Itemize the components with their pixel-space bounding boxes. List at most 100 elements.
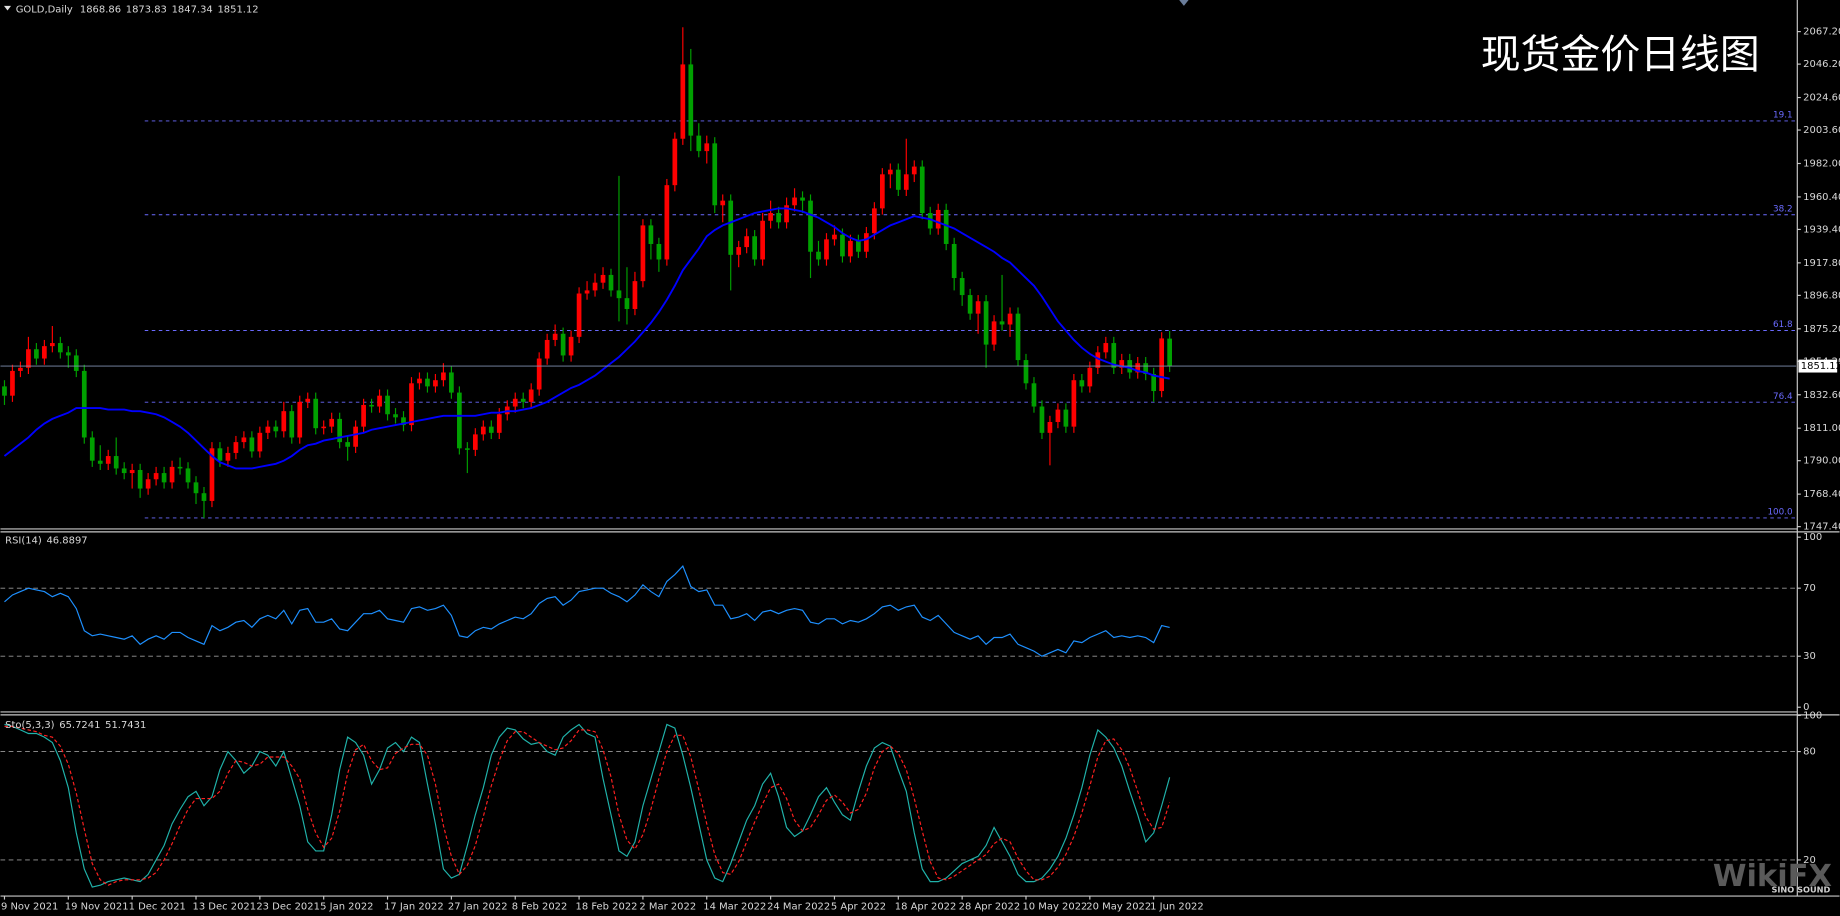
x-tick-label: 18 Apr 2022 (895, 902, 957, 913)
candle-body (169, 466, 175, 483)
candle-body (927, 213, 933, 229)
candle-body (512, 398, 518, 407)
candle-body (480, 426, 486, 435)
x-tick-label: 13 Dec 2021 (192, 902, 256, 913)
candle-body (975, 301, 981, 314)
candle-body (1071, 380, 1077, 427)
candle-body (1055, 409, 1061, 422)
candle-body (784, 205, 789, 223)
candle-body (792, 197, 797, 206)
candle-body (983, 301, 989, 345)
x-tick-label: 14 Mar 2022 (703, 902, 766, 913)
candle-body (736, 247, 742, 255)
candle-body (97, 460, 103, 464)
candle-body (991, 321, 997, 345)
y-tick-label: 1811.00 (1803, 423, 1840, 434)
candle-body (441, 372, 446, 381)
candle-body (297, 401, 303, 438)
candle-body (217, 448, 223, 461)
candle-body (1095, 352, 1101, 368)
candle-body (1111, 343, 1117, 368)
candle-body (121, 468, 127, 474)
low-value: 1847.34 (172, 4, 213, 15)
stoch-title: Sto(5,3,3) (5, 720, 55, 731)
candle-body (233, 442, 239, 453)
x-tick-label: 5 Apr 2022 (831, 902, 886, 913)
candle-body (552, 333, 558, 340)
candle-body (1023, 360, 1029, 384)
stoch-header: Sto(5,3,3) 65.7241 51.7431 (5, 720, 146, 731)
shift-marker (1179, 0, 1189, 6)
rsi-title: RSI(14) (5, 536, 42, 547)
candle-body (624, 298, 630, 309)
candle-body (137, 469, 143, 489)
candle-body (856, 240, 861, 252)
x-tick-label: 1 Jun 2022 (1150, 902, 1204, 913)
candle-body (193, 482, 199, 494)
high-value: 1873.83 (126, 4, 167, 15)
candle-body (177, 466, 183, 469)
candle-body (425, 378, 430, 387)
y-tick-label: 20 (1803, 855, 1816, 866)
y-tick-label: 1875.20 (1803, 324, 1840, 335)
candle-body (225, 452, 231, 461)
candle-body (544, 339, 550, 359)
candle-body (1079, 380, 1085, 387)
candle-body (536, 358, 542, 390)
candle-body (712, 143, 718, 206)
candle-body (273, 426, 279, 432)
candle-body (872, 208, 877, 234)
y-tick-label: 2067.20 (1803, 27, 1840, 38)
y-tick-label: 100 (1803, 710, 1822, 721)
y-tick-label: 2024.60 (1803, 93, 1840, 104)
candle-body (42, 346, 47, 359)
x-tick-label: 2 Mar 2022 (639, 902, 696, 913)
chart-title: 现货金价日线图 (1481, 32, 1760, 77)
candle-body (1087, 367, 1093, 387)
candle-body (1159, 338, 1165, 392)
y-tick-label: 70 (1803, 583, 1816, 594)
candle-body (369, 404, 374, 407)
candle-body (305, 398, 311, 402)
level-label: 100.0 (1767, 508, 1792, 518)
candle-body (81, 370, 87, 438)
candle-body (656, 243, 662, 260)
candle-body (409, 383, 414, 426)
candle-body (608, 274, 614, 291)
candle-body (89, 437, 95, 461)
x-tick-label: 19 Nov 2021 (65, 902, 129, 913)
candle-body (903, 174, 909, 190)
series-line (4, 723, 1171, 888)
x-tick-label: 9 Nov 2021 (1, 902, 58, 913)
candle-body (688, 64, 694, 136)
level-label: 38.2 (1773, 204, 1793, 214)
candle-body (895, 169, 901, 190)
x-tick-label: 1 Dec 2021 (129, 902, 186, 913)
level-label: 76.4 (1773, 392, 1793, 402)
open-value: 1868.86 (80, 4, 121, 15)
y-tick-label: 2003.60 (1803, 125, 1840, 136)
series-line (4, 725, 1171, 886)
chart-header: GOLD,Daily 1868.86 1873.83 1847.34 1851.12 (16, 4, 259, 15)
candle-body (313, 398, 319, 429)
candle-body (185, 468, 191, 483)
candle-body (353, 426, 358, 447)
candle-body (584, 290, 590, 294)
candle-body (321, 426, 327, 429)
x-tick-label: 10 May 2022 (1022, 902, 1087, 913)
y-tick-label: 0 (1803, 702, 1809, 713)
candle-body (496, 414, 502, 433)
candle-body (241, 437, 247, 443)
candle-body (808, 200, 813, 252)
candle-body (935, 209, 941, 229)
candle-body (832, 234, 837, 240)
stoch-k-value: 65.7241 (59, 720, 100, 731)
candle-body (1143, 363, 1149, 375)
candle-body (361, 404, 366, 427)
y-tick-label: 1832.60 (1803, 390, 1840, 401)
candle-body (113, 456, 119, 469)
menu-arrow[interactable] (4, 5, 12, 11)
y-tick-label: 100 (1803, 532, 1822, 543)
